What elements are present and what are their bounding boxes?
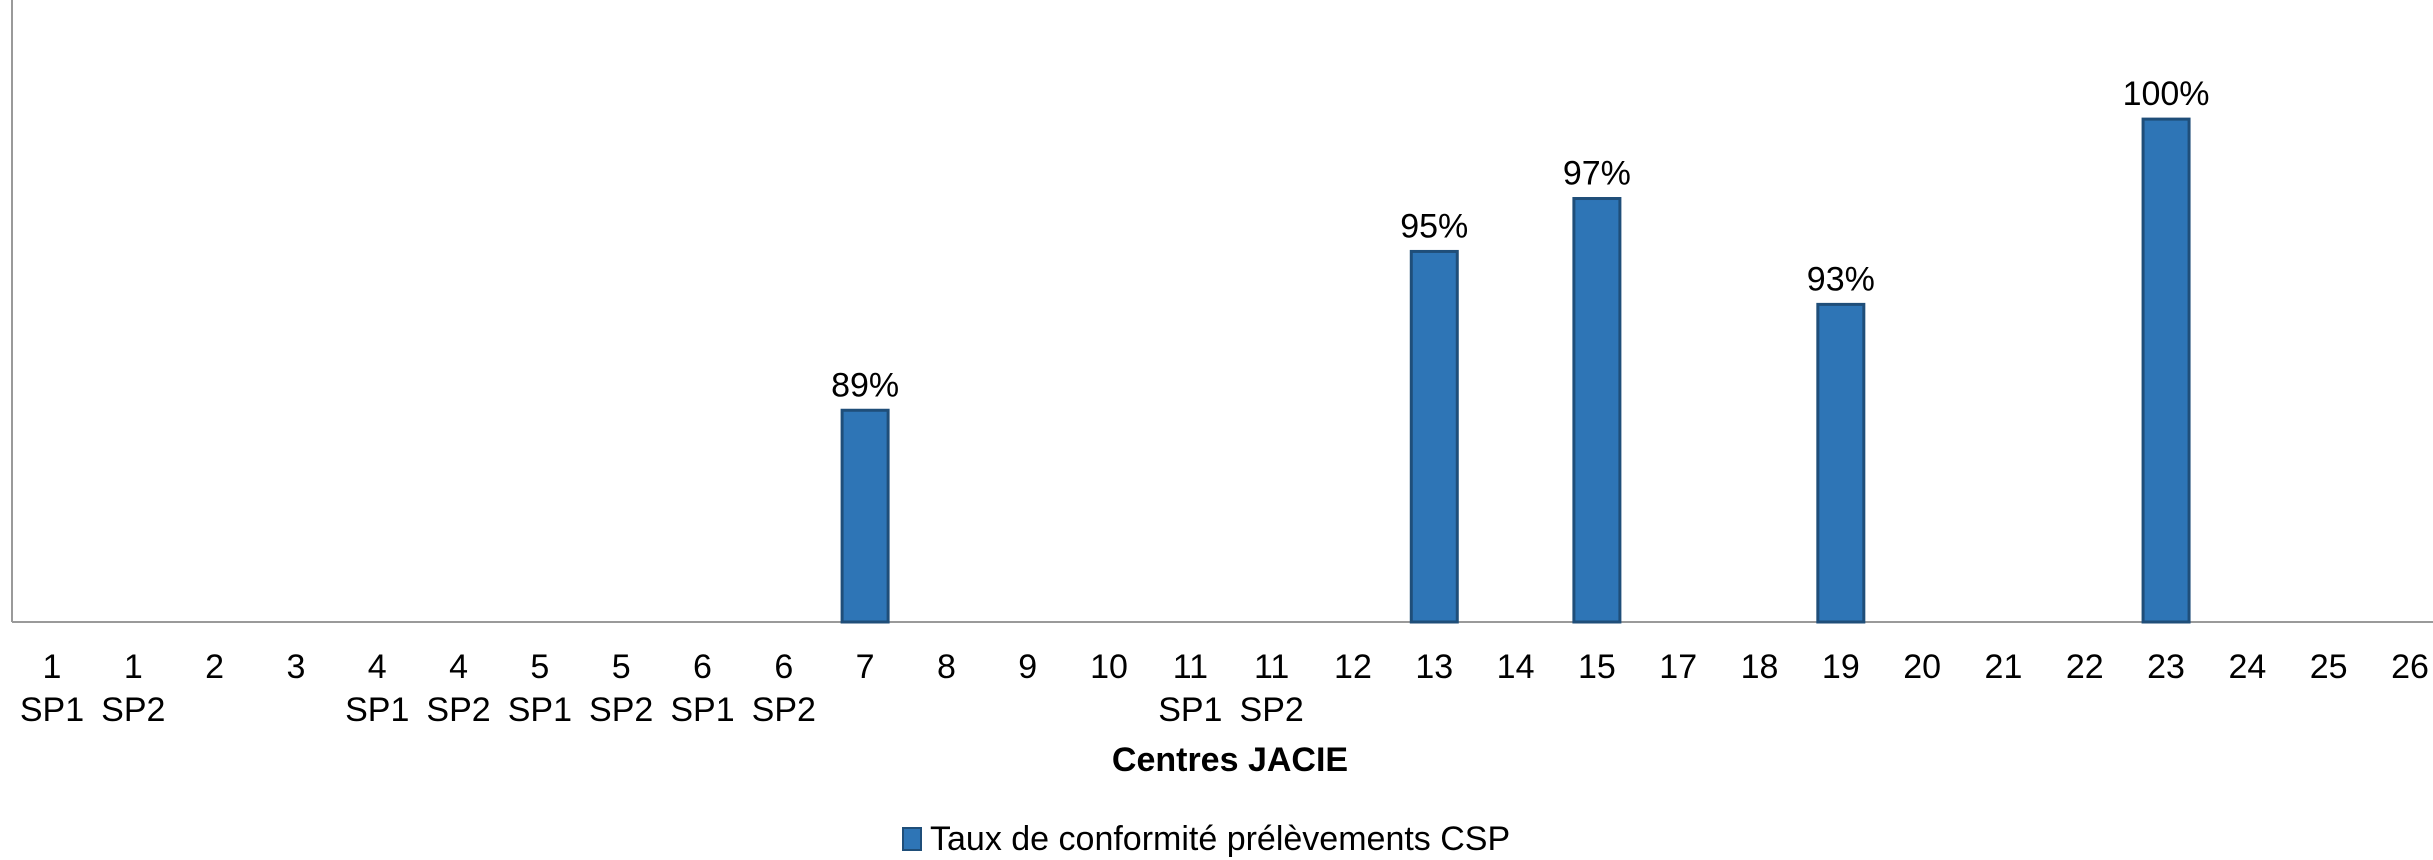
x-tick-label: 18	[1741, 648, 1779, 686]
bar	[2141, 117, 2191, 624]
x-tick-label: 25	[2310, 648, 2348, 686]
x-tick-label: 12	[1334, 648, 1372, 686]
x-tick-sublabel: SP2	[589, 691, 653, 729]
x-tick-label: 14	[1497, 648, 1535, 686]
bar-value-label: 100%	[2123, 75, 2210, 113]
x-tick-label: 21	[1985, 648, 2023, 686]
x-tick-label: 15	[1578, 648, 1616, 686]
bar-value-label: 93%	[1807, 260, 1875, 298]
bar	[1572, 197, 1622, 624]
x-tick-label: 23	[2147, 648, 2185, 686]
data-labels-group: 89% 95% 97% 93% 100%	[831, 75, 2209, 404]
x-tick-sublabel: SP1	[508, 691, 572, 729]
x-tick-label: 26	[2391, 648, 2429, 686]
x-tick-sublabel: SP1	[345, 691, 409, 729]
x-tick-label: 10	[1090, 648, 1128, 686]
bar	[840, 408, 890, 624]
x-tick-label: 17	[1659, 648, 1697, 686]
bar-value-label: 97%	[1563, 155, 1631, 193]
x-tick-sublabel: SP2	[752, 691, 816, 729]
x-tick-label: 9	[1018, 648, 1037, 686]
bar-value-label: 95%	[1400, 207, 1468, 245]
x-tick-sublabel: SP2	[1240, 691, 1304, 729]
legend: Taux de conformité prélèvements CSP	[902, 820, 1510, 858]
bar-value-label: 89%	[831, 366, 899, 404]
x-tick-label: 20	[1903, 648, 1941, 686]
x-tick-label: 1	[124, 648, 143, 686]
bars-group	[840, 117, 2191, 624]
x-tick-label: 19	[1822, 648, 1860, 686]
x-tick-sublabel: SP2	[426, 691, 490, 729]
x-tick-sublabel: SP1	[20, 691, 84, 729]
x-tick-label: 5	[612, 648, 631, 686]
x-tick-label: 13	[1415, 648, 1453, 686]
x-tick-label: 4	[449, 648, 468, 686]
x-tick-label: 6	[774, 648, 793, 686]
x-tick-label: 3	[286, 648, 305, 686]
x-tick-label: 22	[2066, 648, 2104, 686]
bar	[1816, 302, 1866, 624]
x-tick-label: 7	[856, 648, 875, 686]
x-tick-label: 6	[693, 648, 712, 686]
x-tick-label: 24	[2228, 648, 2266, 686]
x-tick-label: 11	[1254, 648, 1289, 686]
x-tick-label: 1	[43, 648, 62, 686]
bar	[1409, 249, 1459, 624]
x-tick-label: 4	[368, 648, 387, 686]
legend-swatch	[902, 827, 922, 851]
x-tick-label: 5	[530, 648, 549, 686]
x-tick-label: 8	[937, 648, 956, 686]
x-tick-sublabel: SP1	[670, 691, 734, 729]
x-tick-label: 11	[1173, 648, 1208, 686]
x-axis-title: Centres JACIE	[1112, 741, 1348, 779]
x-tick-sublabel: SP1	[1158, 691, 1222, 729]
x-tick-sublabel: SP2	[101, 691, 165, 729]
legend-entry: Taux de conformité prélèvements CSP	[930, 820, 1510, 858]
x-tick-label: 2	[205, 648, 224, 686]
